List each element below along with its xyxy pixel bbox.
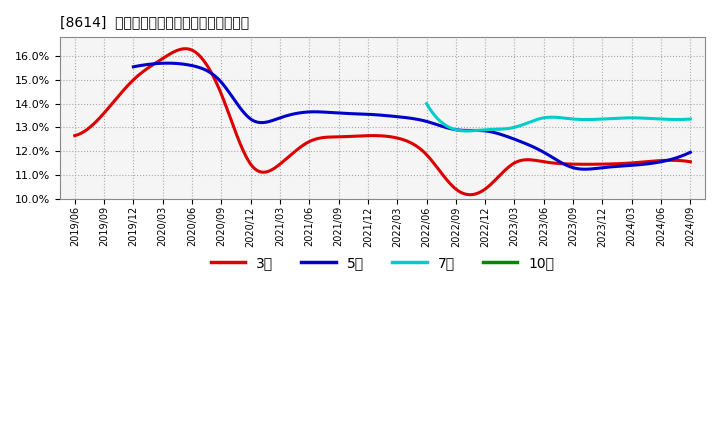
Text: [8614]  経常利益マージンの標準偏差の推移: [8614] 経常利益マージンの標準偏差の推移 xyxy=(60,15,249,29)
Legend: 3年, 5年, 7年, 10年: 3年, 5年, 7年, 10年 xyxy=(205,250,560,275)
